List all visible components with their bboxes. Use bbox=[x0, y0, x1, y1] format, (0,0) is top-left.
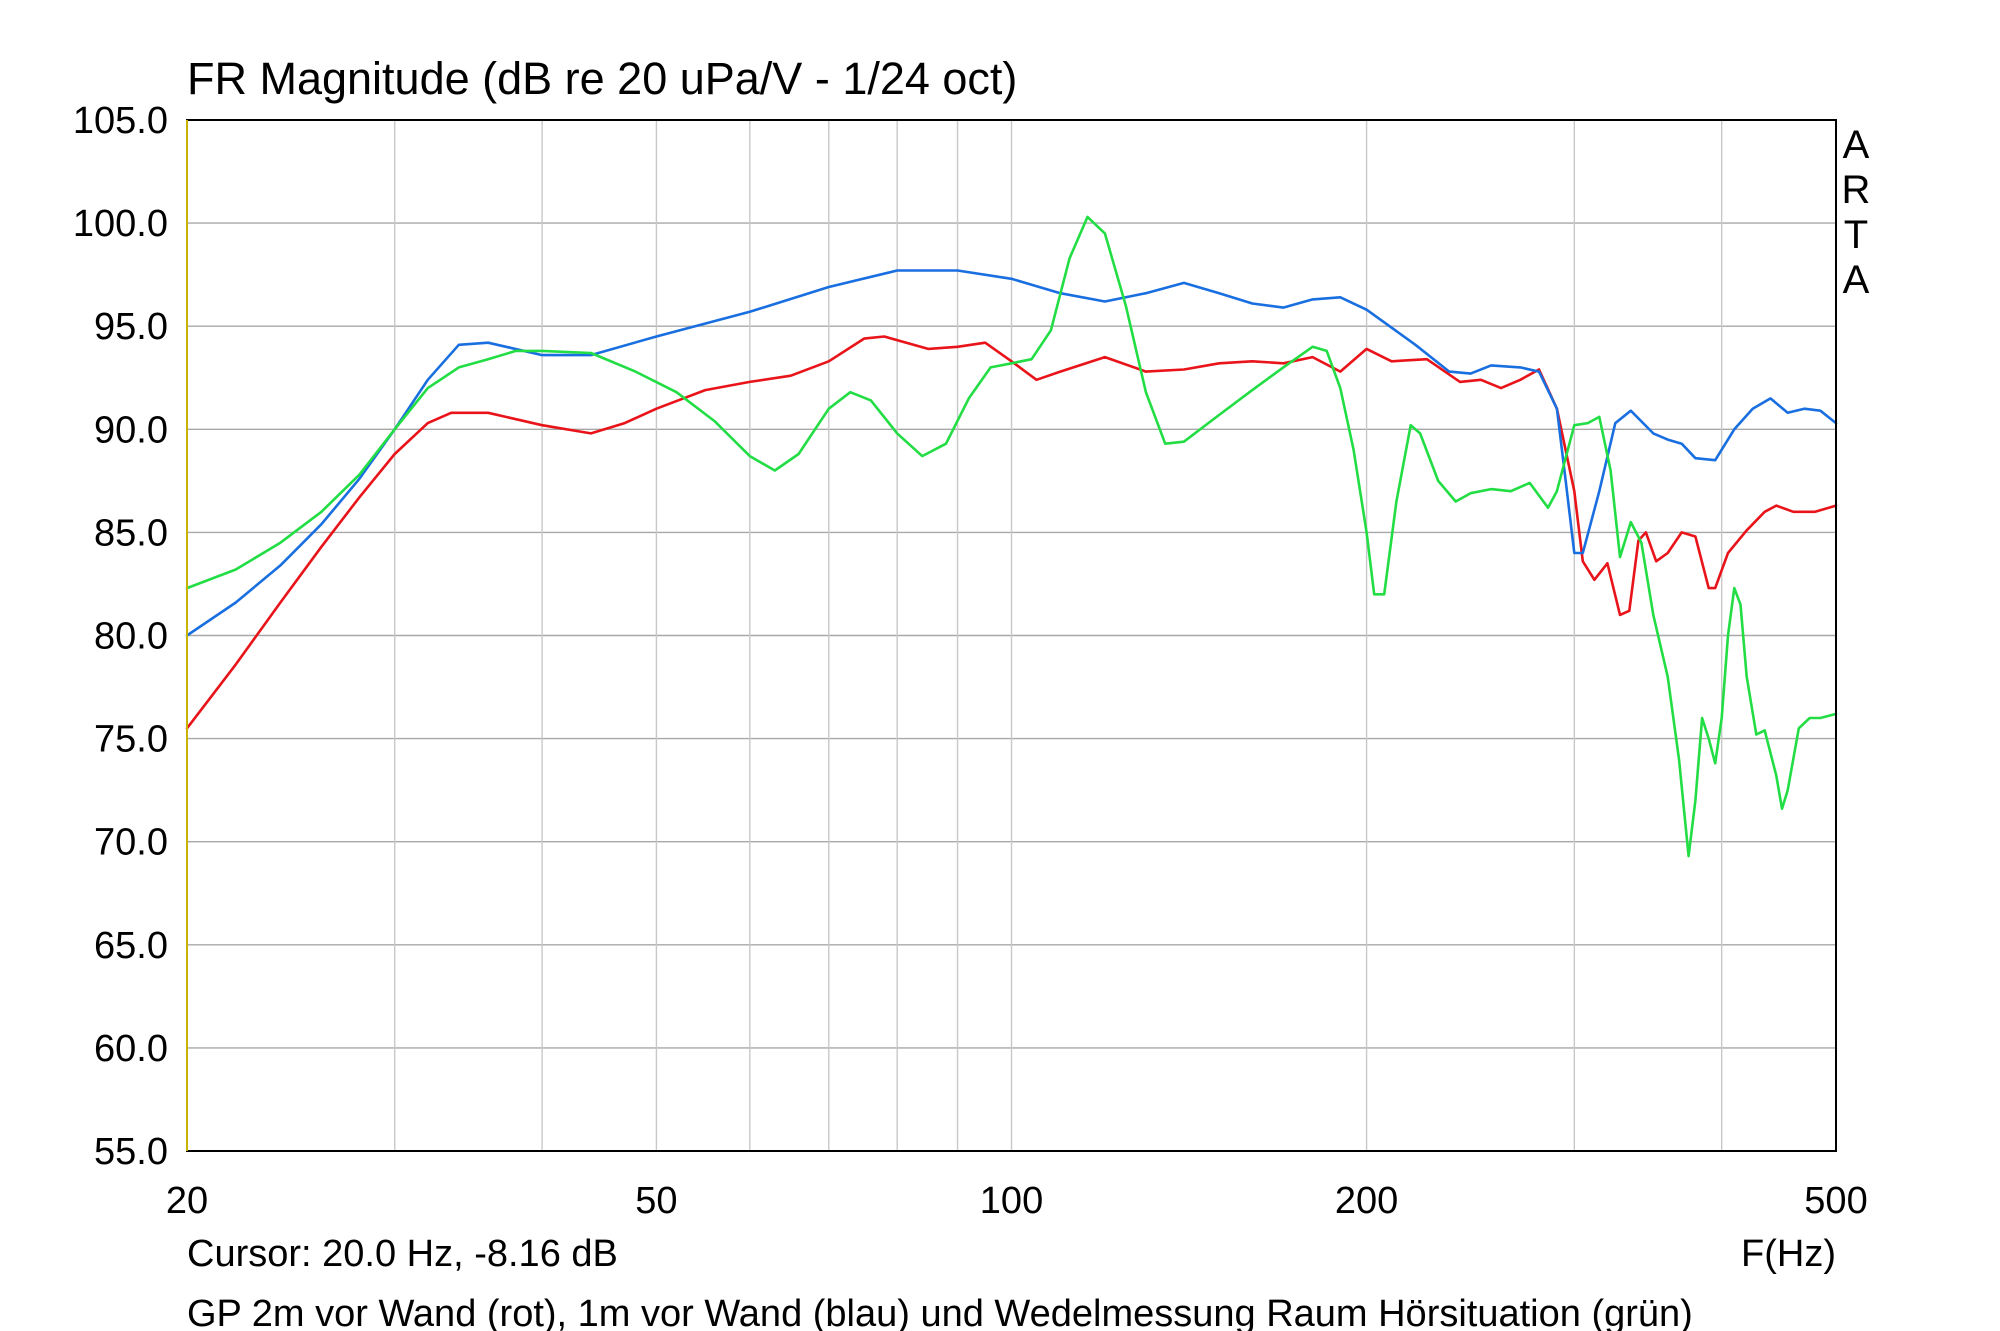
y-tick-label: 55.0 bbox=[94, 1131, 168, 1173]
brand-letter: A bbox=[1843, 123, 1870, 167]
chart-title: FR Magnitude (dB re 20 uPa/V - 1/24 oct) bbox=[187, 53, 1017, 104]
series-line bbox=[185, 215, 1838, 858]
y-tick-label: 100.0 bbox=[73, 203, 168, 245]
x-tick-label: 200 bbox=[1335, 1180, 1398, 1222]
x-tick-label: 100 bbox=[980, 1180, 1043, 1222]
series-line bbox=[185, 269, 1838, 637]
series-line bbox=[185, 335, 1838, 730]
y-tick-label: 70.0 bbox=[94, 822, 168, 864]
brand-letter: R bbox=[1842, 168, 1871, 212]
y-tick-label: 65.0 bbox=[94, 925, 168, 967]
grid-vertical bbox=[394, 120, 1723, 1151]
x-tick-label: 20 bbox=[166, 1180, 208, 1222]
x-tick-label: 500 bbox=[1804, 1180, 1867, 1222]
y-tick-label: 95.0 bbox=[94, 306, 168, 348]
x-tick-label: 50 bbox=[635, 1180, 677, 1222]
brand-letter: A bbox=[1843, 258, 1870, 302]
y-tick-label: 105.0 bbox=[73, 100, 168, 142]
y-tick-labels: 105.0 100.0 95.0 90.0 85.0 80.0 75.0 70.0 65.0 60… bbox=[73, 100, 168, 1173]
y-tick-label: 60.0 bbox=[94, 1028, 168, 1070]
y-tick-label: 85.0 bbox=[94, 512, 168, 554]
series-group bbox=[185, 215, 1838, 858]
x-tick-labels: 20 50 100 200 500 bbox=[166, 1180, 1868, 1222]
brand-letter: T bbox=[1844, 213, 1868, 257]
y-tick-label: 90.0 bbox=[94, 409, 168, 451]
x-axis-label: F(Hz) bbox=[1741, 1233, 1836, 1275]
y-tick-label: 75.0 bbox=[94, 719, 168, 761]
cursor-readout: Cursor: 20.0 Hz, -8.16 dB bbox=[187, 1233, 618, 1275]
y-tick-label: 80.0 bbox=[94, 616, 168, 658]
chart-caption: GP 2m vor Wand (rot), 1m vor Wand (blau)… bbox=[187, 1293, 1693, 1331]
